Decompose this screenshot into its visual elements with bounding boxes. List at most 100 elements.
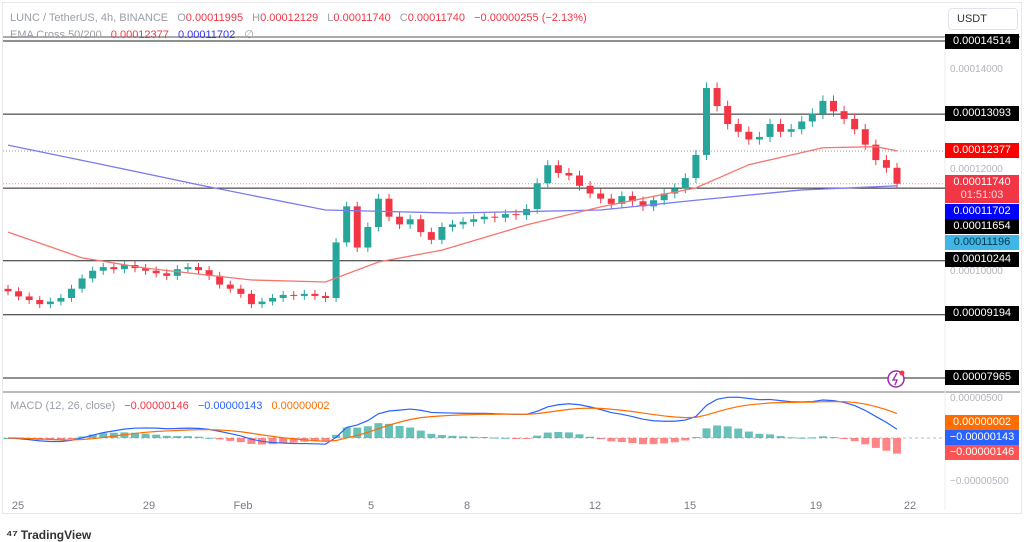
candle-body <box>237 288 245 294</box>
last-price-badge: 0.00011740 01:51:03 <box>945 175 1019 203</box>
chart-frame <box>2 2 1022 514</box>
candle-body <box>861 129 869 145</box>
macd-histogram-bar <box>543 432 552 438</box>
tradingview-icon: ⁴⁷ <box>6 527 18 542</box>
macd-histogram-bar <box>406 427 415 438</box>
candle-body <box>533 183 541 209</box>
candle-body <box>808 113 816 122</box>
macd-histogram-bar <box>702 428 711 438</box>
candle-body <box>692 154 700 179</box>
x-tick: 5 <box>367 500 375 512</box>
candle-body <box>99 267 107 271</box>
macd-histogram-bar <box>385 423 393 438</box>
candle-body <box>374 198 382 227</box>
candle-body <box>57 297 65 302</box>
macd-histogram-bar <box>776 436 785 438</box>
level-badge: 0.00011196 <box>945 235 1019 250</box>
macd-histogram-bar <box>649 438 658 445</box>
candle-body <box>279 294 287 298</box>
macd-histogram-bar <box>162 435 171 438</box>
level-badge: 0.00011654 <box>945 219 1019 234</box>
macd-histogram-bar <box>882 438 891 451</box>
macd-histogram-bar <box>840 438 849 439</box>
price-tick: 0.00012000 <box>950 164 1003 175</box>
x-tick: 22 <box>903 500 917 512</box>
candle-body <box>216 275 224 285</box>
macd-histogram-bar <box>639 438 647 445</box>
macd-legend[interactable]: MACD (12, 26, close) −0.00000146 −0.0000… <box>10 400 330 412</box>
macd-histogram-bar <box>607 438 616 442</box>
lightning-alert-icon[interactable] <box>887 370 905 388</box>
candle-body <box>417 219 425 233</box>
level-badge: 0.00010244 <box>945 252 1019 267</box>
candle-body <box>205 270 213 276</box>
macd-histogram-bar <box>755 433 764 438</box>
candle-body <box>501 214 509 218</box>
macd-histogram-bar <box>808 437 817 439</box>
x-tick: 25 <box>11 500 25 512</box>
macd-histogram-bar <box>268 438 277 445</box>
macd-histogram-bar <box>512 438 520 439</box>
candle-body <box>724 106 732 125</box>
candle-body <box>4 288 12 292</box>
alert-dot <box>899 370 905 376</box>
ema-legend[interactable]: EMA Cross 50/200 0.00012377 0.00011702 ∅ <box>10 29 254 41</box>
symbol-legend: LUNC / TetherUS, 4h, BINANCE O0.00011995… <box>10 12 587 24</box>
candle-body <box>766 124 774 137</box>
x-tick: 19 <box>809 500 823 512</box>
candle-body <box>110 267 118 270</box>
candle-body <box>755 136 763 140</box>
macd-line <box>7 396 898 445</box>
price-tick: 0.00010000 <box>950 266 1003 277</box>
candle-body <box>226 284 234 289</box>
currency-button[interactable]: USDT <box>948 8 1018 30</box>
x-tick: 29 <box>142 500 156 512</box>
candle-body <box>163 273 171 276</box>
candle-body <box>459 221 467 225</box>
candle-body <box>258 301 266 305</box>
level-badge: 0.00007965 <box>945 370 1019 385</box>
macd-tick: −0.00000500 <box>950 476 1009 487</box>
macd-histogram-bar <box>141 433 150 438</box>
candle-body <box>438 226 446 240</box>
candle-body <box>819 100 827 114</box>
candle-body <box>332 242 340 298</box>
candle-body <box>872 144 880 161</box>
candle-body <box>650 200 658 207</box>
candle-body <box>46 301 54 305</box>
macd-histogram-bar <box>395 425 404 438</box>
macd-histogram-bar <box>522 438 531 439</box>
macd-histogram-bar <box>321 438 330 441</box>
macd-histogram-bar <box>797 437 806 439</box>
candle-body <box>78 278 86 289</box>
price-tick: 0.00014000 <box>950 64 1003 75</box>
macd-histogram-bar <box>533 435 542 438</box>
candle-body <box>882 160 890 168</box>
high-value: 0.00012129 <box>260 12 319 24</box>
candle-body <box>660 193 668 201</box>
close-value: 0.00011740 <box>407 12 466 24</box>
macd-histogram-bar <box>586 436 595 438</box>
candle-body <box>607 198 615 204</box>
macd-badge: −0.00000146 <box>945 445 1019 460</box>
candle-body <box>184 267 192 270</box>
candle-body <box>396 216 404 225</box>
candle-body <box>851 118 859 130</box>
candle-body <box>89 270 97 279</box>
macd-histogram-bar <box>713 425 722 438</box>
tradingview-logo[interactable]: ⁴⁷ TradingView <box>6 527 92 542</box>
candle-body <box>798 121 806 130</box>
candle-body <box>745 131 753 140</box>
candle-body <box>406 219 414 225</box>
candle-body <box>353 206 361 248</box>
open-value: 0.00011995 <box>185 12 244 24</box>
macd-histogram-bar <box>152 434 161 438</box>
macd-histogram-bar <box>215 438 224 440</box>
macd-histogram-bar <box>332 434 341 438</box>
macd-tick: 0.00000500 <box>950 393 1003 404</box>
symbol-title[interactable]: LUNC / TetherUS, 4h, BINANCE <box>10 12 169 24</box>
change-value: −0.00000255 (−2.13%) <box>474 12 587 24</box>
candle-body <box>565 172 573 176</box>
signal-line <box>7 400 898 442</box>
